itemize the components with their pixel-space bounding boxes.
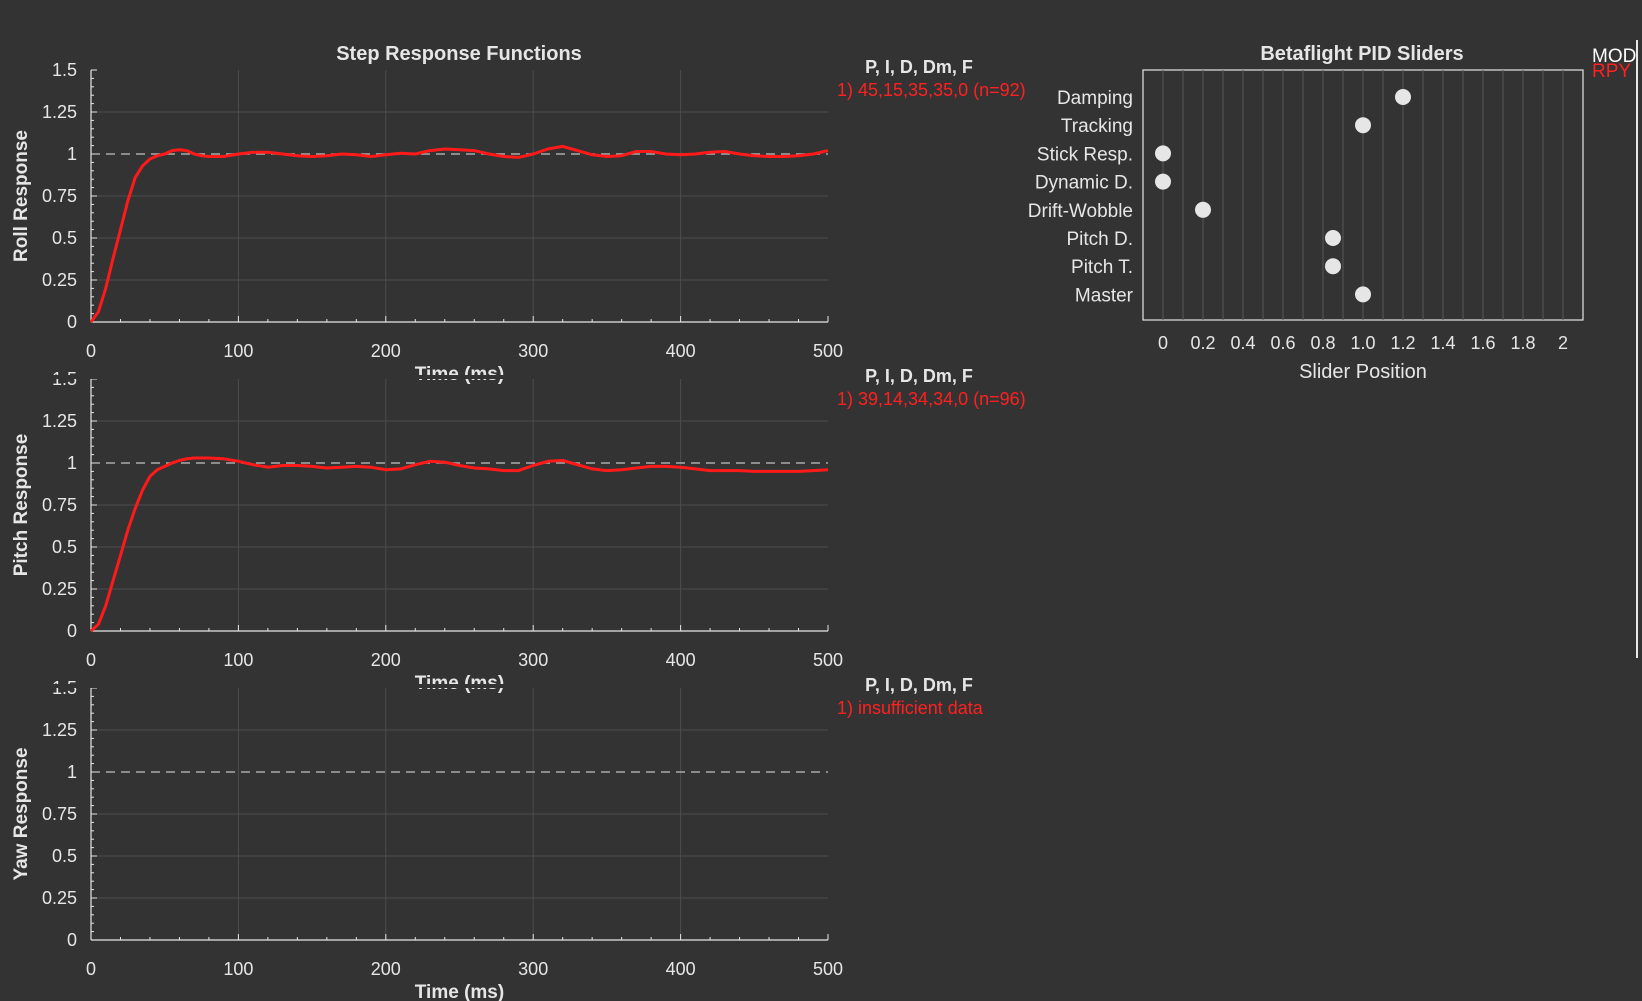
slider-category-label: Dynamic D.: [1035, 173, 1133, 194]
y-tick-label: 1: [67, 453, 77, 473]
slider-category-label: Tracking: [1061, 116, 1133, 137]
mode-value: RPY: [1592, 61, 1631, 82]
y-tick-label: 0.25: [42, 888, 77, 908]
y-axis-label: Yaw Response: [11, 747, 32, 880]
slider-x-tick-label: 1.2: [1390, 333, 1415, 353]
slider-category-label: Drift-Wobble: [1028, 201, 1133, 222]
y-tick-label: 1.25: [42, 102, 77, 122]
y-tick-label: 1.25: [42, 720, 77, 740]
step-response-title: Step Response Functions: [336, 43, 582, 65]
y-tick-label: 0.5: [52, 846, 77, 866]
slider-position-dot: [1325, 230, 1341, 246]
x-tick-label: 300: [518, 959, 548, 979]
y-tick-label: 0: [67, 312, 77, 332]
x-tick-label: 200: [371, 341, 401, 361]
slider-x-tick-label: 0.8: [1310, 333, 1335, 353]
slider-x-tick-label: 0.2: [1190, 333, 1215, 353]
slider-position-dot: [1325, 258, 1341, 275]
legend-entry: 1) insufficient data: [837, 698, 984, 718]
x-axis-label: Time (ms): [415, 982, 504, 1001]
step-response-line: [89, 456, 829, 633]
x-tick-label: 0: [86, 650, 96, 670]
legend-header: P, I, D, Dm, F: [865, 675, 973, 695]
x-tick-label: 200: [371, 650, 401, 670]
x-tick-label: 100: [223, 341, 253, 361]
slider-x-tick-label: 1.6: [1470, 333, 1495, 353]
slider-x-tick-label: 1.8: [1510, 333, 1535, 353]
x-tick-label: 400: [666, 341, 696, 361]
slider-x-tick-label: 2: [1558, 333, 1568, 353]
x-axis-label: Time (ms): [415, 673, 504, 694]
x-tick-label: 400: [666, 650, 696, 670]
x-tick-label: 0: [86, 341, 96, 361]
y-tick-label: 0.75: [42, 495, 77, 515]
y-tick-label: 0: [67, 621, 77, 641]
slider-x-tick-label: 0: [1158, 333, 1168, 353]
step-response-line: [89, 144, 829, 323]
slider-category-label: Pitch D.: [1066, 229, 1133, 250]
x-tick-label: 100: [223, 959, 253, 979]
slider-position-dot: [1195, 201, 1211, 218]
x-tick-label: 500: [813, 650, 843, 670]
slider-x-axis-label: Slider Position: [1299, 361, 1427, 383]
slider-position-dot: [1355, 286, 1371, 303]
y-tick-label: 1: [67, 762, 77, 782]
y-tick-label: 1.25: [42, 411, 77, 431]
slider-x-tick-label: 0.4: [1230, 333, 1255, 353]
slider-x-tick-label: 1.4: [1430, 333, 1455, 353]
legend-header: P, I, D, Dm, F: [865, 366, 973, 386]
x-tick-label: 500: [813, 959, 843, 979]
y-tick-label: 0.5: [52, 537, 77, 557]
x-tick-label: 100: [223, 650, 253, 670]
legend-entry: 1) 39,14,34,34,0 (n=96): [837, 389, 1026, 409]
slider-category-label: Stick Resp.: [1037, 144, 1133, 165]
x-tick-label: 300: [518, 650, 548, 670]
pid-sliders-title: Betaflight PID Sliders: [1260, 43, 1463, 65]
slider-position-dot: [1355, 117, 1371, 134]
roll-response-plot: 0 100 200 300 400 500 0 0.25 0.5 0.75 1 1.25 1.5 Roll…: [11, 57, 1026, 385]
yaw-response-plot: 010020030040050000.250.50.7511.251.5Yaw …: [11, 675, 984, 1001]
slider-position-dot: [1155, 145, 1171, 162]
x-tick-label: 500: [813, 341, 843, 361]
label-clip-strip: [0, 375, 840, 379]
slider-category-label: Master: [1075, 285, 1134, 306]
pitch-response-plot: 010020030040050000.250.50.7511.251.5Pitc…: [11, 366, 1026, 694]
y-axis-label: Roll Response: [11, 130, 32, 262]
slider-position-dot: [1395, 89, 1411, 105]
slider-category-label: Damping: [1057, 88, 1133, 109]
x-tick-label: 0: [86, 959, 96, 979]
y-tick-label: 1: [67, 144, 77, 164]
slider-x-tick-label: 1.0: [1350, 333, 1375, 353]
y-tick-label: 0.75: [42, 804, 77, 824]
slider-x-tick-label: 0.6: [1270, 333, 1295, 353]
y-tick-label: 1.5: [52, 60, 77, 80]
mode-label: MOD: [1592, 46, 1636, 67]
slider-position-dot: [1155, 173, 1171, 190]
label-clip-strip: [0, 684, 840, 688]
legend-header: P, I, D, Dm, F: [865, 57, 973, 77]
pid-sliders-plot: 0 0.2 0.4 0.6 0.8 1.0 1.2 1.4 1.6 1.8 2 Slider Posi…: [1028, 69, 1584, 383]
x-tick-label: 300: [518, 341, 548, 361]
y-tick-label: 0.5: [52, 228, 77, 248]
legend-entry: 1) 45,15,35,35,0 (n=92): [837, 80, 1026, 100]
y-tick-label: 0.75: [42, 186, 77, 206]
x-tick-label: 200: [371, 959, 401, 979]
slider-category-label: Pitch T.: [1071, 257, 1133, 278]
y-tick-label: 0.25: [42, 270, 77, 290]
y-tick-label: 0.25: [42, 579, 77, 599]
y-tick-label: 0: [67, 930, 77, 950]
x-tick-label: 400: [666, 959, 696, 979]
x-axis-label: Time (ms): [415, 364, 504, 385]
y-axis-label: Pitch Response: [11, 434, 32, 577]
panel-edge: [1636, 40, 1642, 658]
